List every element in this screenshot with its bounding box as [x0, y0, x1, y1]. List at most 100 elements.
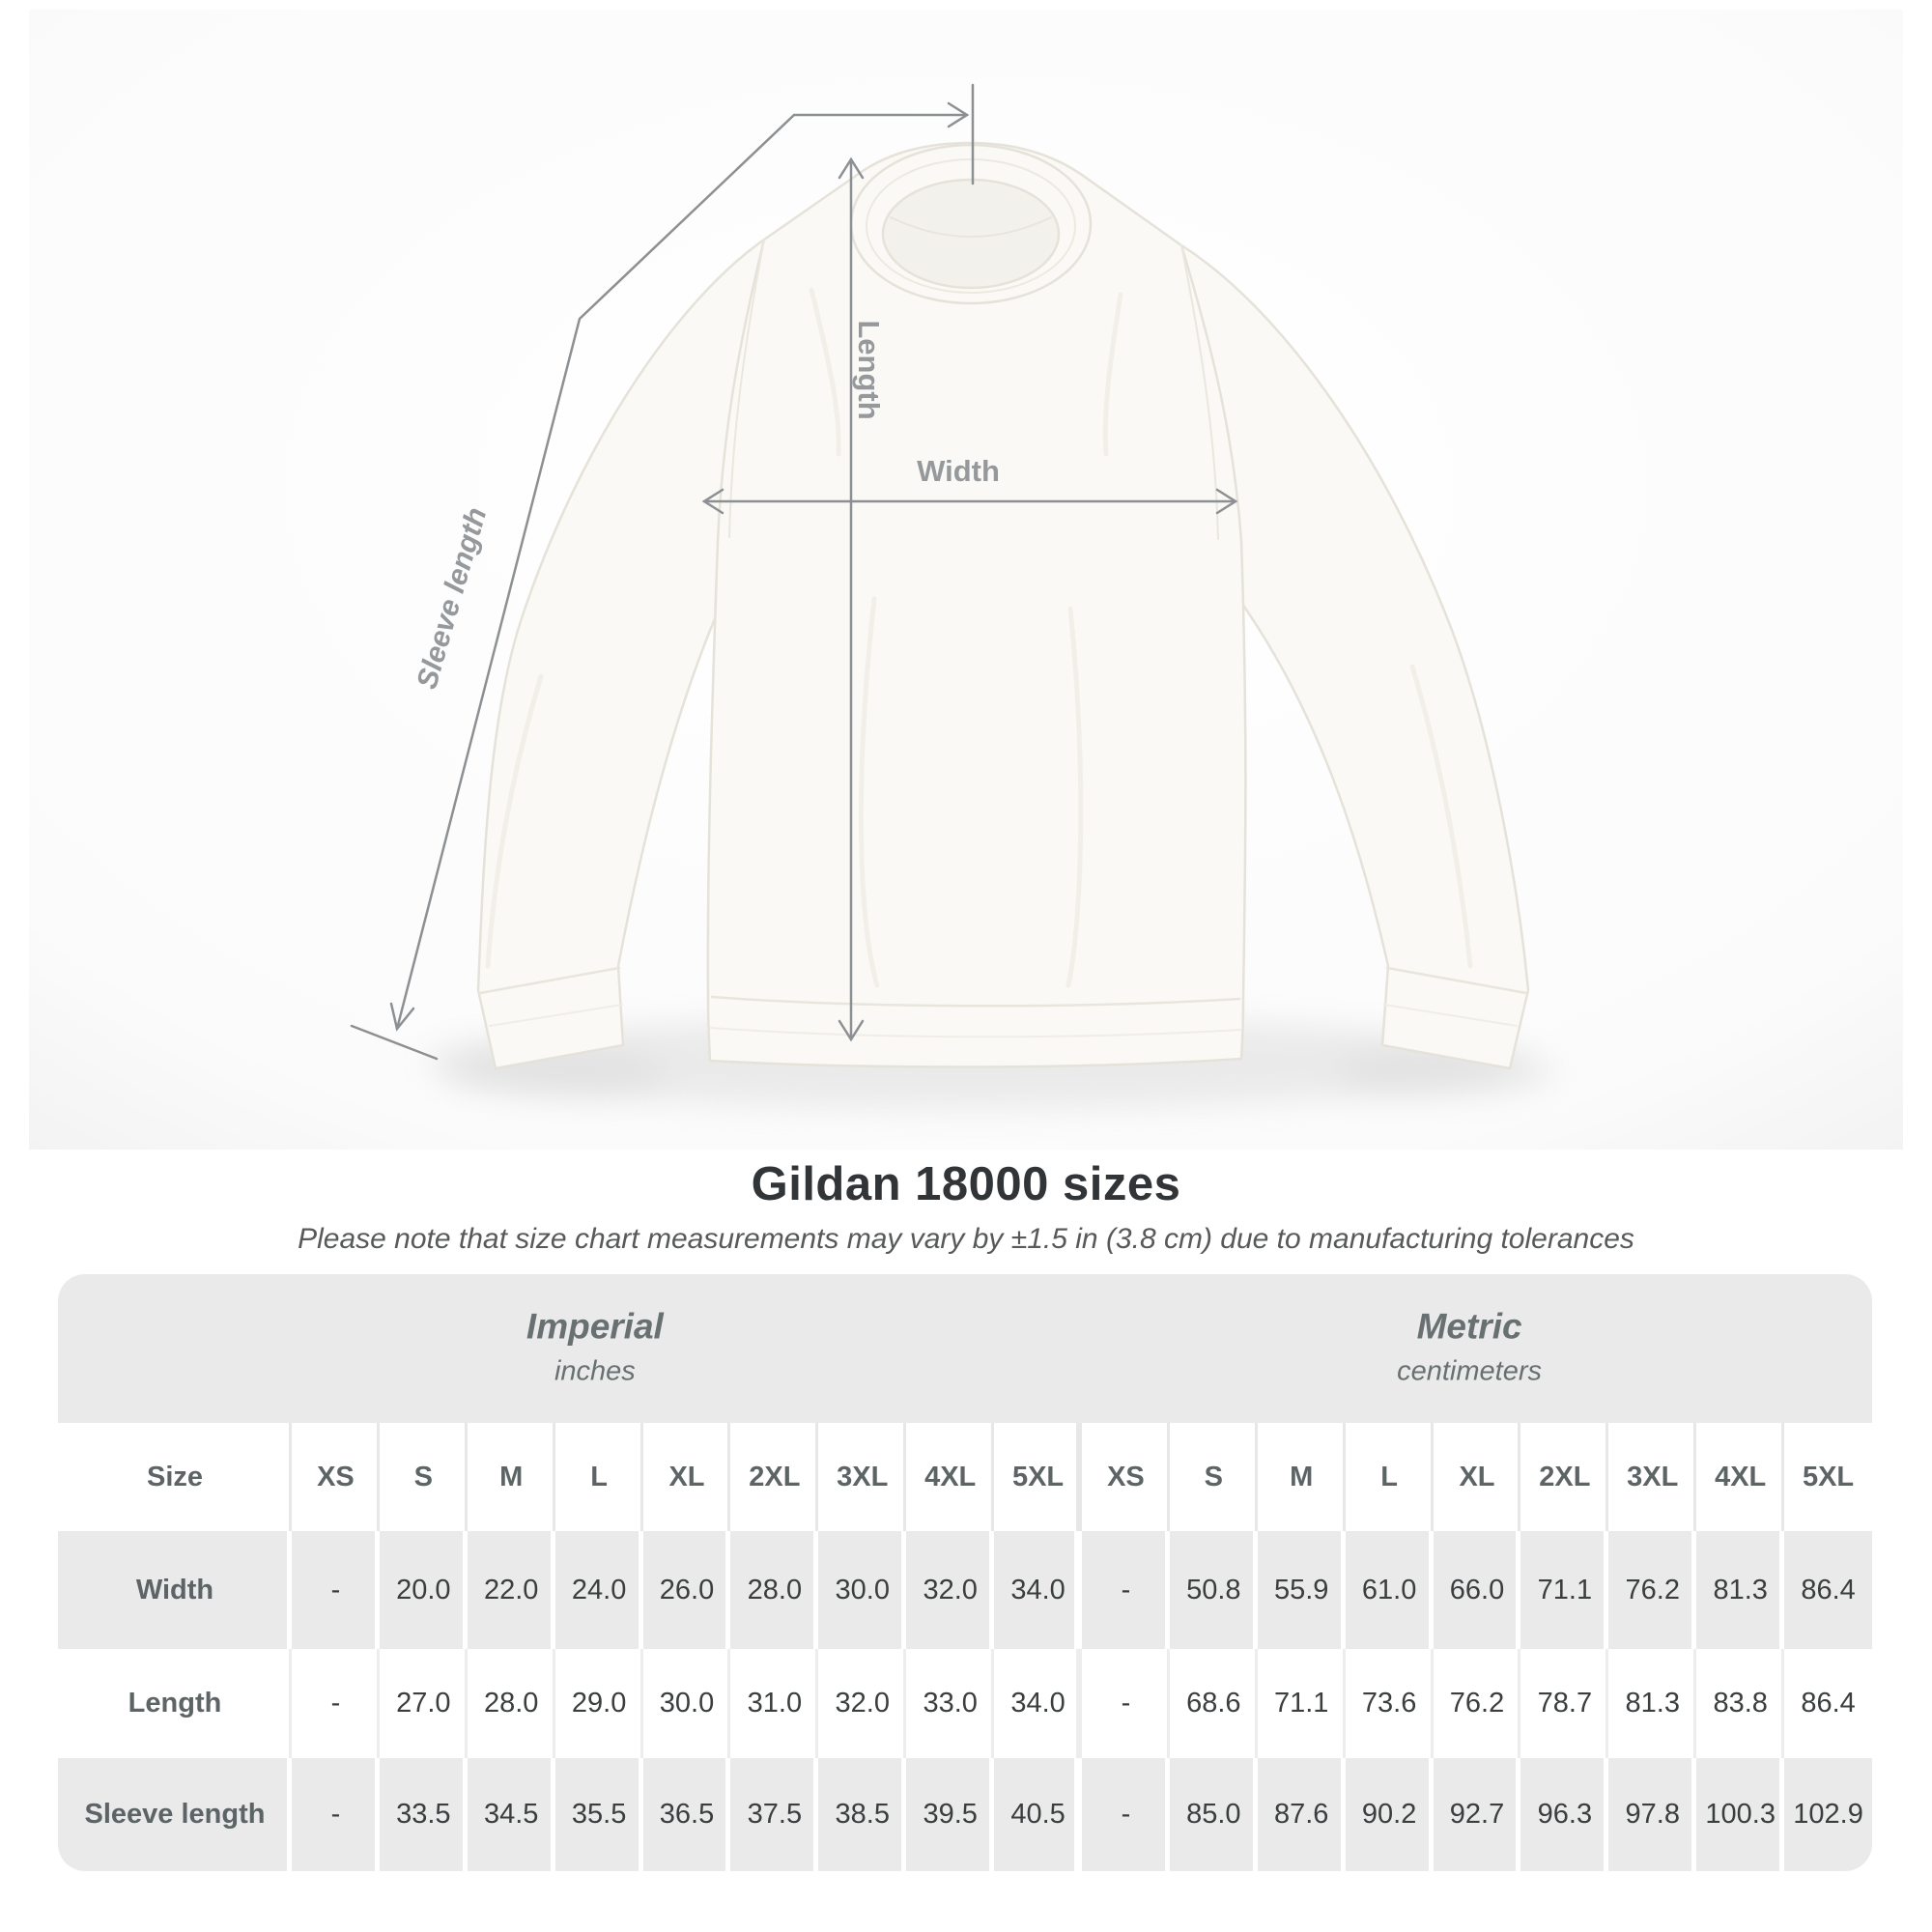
column-header: 2XL	[730, 1423, 819, 1531]
hem-seam	[710, 995, 1241, 1008]
length-arrow-down	[838, 1019, 865, 1042]
table-cell: -	[1081, 1649, 1170, 1758]
width-arrow-left	[701, 488, 724, 515]
table-cell: 28.0	[730, 1531, 819, 1649]
table-cell: 61.0	[1345, 1531, 1434, 1649]
column-header: M	[1257, 1423, 1346, 1531]
measurement-lines	[350, 83, 1238, 1061]
table-cell: 76.2	[1608, 1531, 1697, 1649]
column-header: S	[1169, 1423, 1258, 1531]
table-cell: 20.0	[379, 1531, 468, 1649]
right-sleeve	[1179, 243, 1530, 1070]
page-title: Gildan 18000 sizes	[751, 1158, 1181, 1210]
left-cuff-rib	[489, 1004, 623, 1027]
column-header: 4XL	[1696, 1423, 1785, 1531]
imperial-section-header: Imperial inches	[526, 1306, 664, 1387]
collar-stitch	[866, 158, 1076, 294]
table-cell: 81.3	[1696, 1531, 1785, 1649]
table-cell: 33.5	[379, 1758, 468, 1871]
size-column-header: Size	[58, 1423, 292, 1531]
table-cell: 39.5	[906, 1758, 995, 1871]
table-cell: 78.7	[1520, 1649, 1609, 1758]
table-cell: 27.0	[379, 1649, 468, 1758]
sleeve-arrow-cuff	[389, 1002, 415, 1032]
table-cell: 92.7	[1433, 1758, 1521, 1871]
table-cell: 30.0	[642, 1649, 731, 1758]
table-cell: 96.3	[1520, 1758, 1609, 1871]
sleeve-arrow-neck	[947, 101, 970, 128]
table-cell: -	[1081, 1758, 1170, 1871]
table-cell: 32.0	[818, 1649, 907, 1758]
table-cell: 36.5	[642, 1758, 731, 1871]
cuff-tick	[350, 1024, 439, 1061]
fabric-wrinkles	[485, 287, 1473, 988]
imperial-title: Imperial	[526, 1306, 664, 1347]
row-label: Length	[58, 1649, 292, 1758]
length-arrow-up	[838, 156, 865, 180]
imperial-unit: inches	[554, 1355, 636, 1387]
table-cell: 28.0	[467, 1649, 555, 1758]
table-cell: 86.4	[1784, 1531, 1872, 1649]
column-header: L	[1345, 1423, 1434, 1531]
column-header: 2XL	[1520, 1423, 1609, 1531]
metric-section-header: Metric centimeters	[1397, 1306, 1542, 1387]
table-cell: -	[1081, 1531, 1170, 1649]
table-cell: 66.0	[1433, 1531, 1521, 1649]
table-cell: 76.2	[1433, 1649, 1521, 1758]
column-header: XS	[1081, 1423, 1170, 1531]
row-label: Width	[58, 1531, 292, 1649]
column-header: S	[379, 1423, 468, 1531]
table-cell: -	[292, 1649, 380, 1758]
width-line	[701, 488, 1238, 515]
width-label: Width	[917, 454, 1000, 488]
table-cell: 86.4	[1784, 1649, 1872, 1758]
table-cell: 97.8	[1608, 1758, 1697, 1871]
tolerance-note: Please note that size chart measurements…	[298, 1223, 1634, 1255]
table-cell: 100.3	[1696, 1758, 1785, 1871]
table-cell: 37.5	[730, 1758, 819, 1871]
right-cuff-seam	[1385, 966, 1528, 995]
table-cell: 24.0	[554, 1531, 643, 1649]
table-cell: 26.0	[642, 1531, 731, 1649]
table-cell: 29.0	[554, 1649, 643, 1758]
right-armhole-seam	[1180, 244, 1219, 540]
collar-inner	[881, 178, 1061, 290]
table-cell: 40.5	[994, 1758, 1082, 1871]
size-table: Imperial inches Metric centimeters Size …	[58, 1274, 1872, 1871]
row-label: Sleeve length	[58, 1758, 292, 1871]
table-cell: 22.0	[467, 1531, 555, 1649]
length-label: Length	[852, 320, 886, 419]
table-cell: 34.0	[994, 1649, 1082, 1758]
table-cell: 87.6	[1257, 1758, 1346, 1871]
column-header: 5XL	[1784, 1423, 1872, 1531]
table-header-band: Imperial inches Metric centimeters	[58, 1274, 1872, 1423]
table-cell: 31.0	[730, 1649, 819, 1758]
table-cell: 102.9	[1784, 1758, 1872, 1871]
table-cell: 35.5	[554, 1758, 643, 1871]
column-header: XS	[292, 1423, 380, 1531]
table-cell: 90.2	[1345, 1758, 1434, 1871]
table-cell: 30.0	[818, 1531, 907, 1649]
right-cuff-rib	[1383, 1004, 1518, 1027]
length-line	[838, 156, 865, 1042]
metric-unit: centimeters	[1397, 1355, 1543, 1387]
sweatshirt-illustration	[476, 141, 1530, 1070]
column-header: XL	[642, 1423, 731, 1531]
width-arrow-right	[1215, 488, 1238, 515]
table-cell: 38.5	[818, 1758, 907, 1871]
table-cell: 34.5	[467, 1758, 555, 1871]
garment-diagram: Width Length Sleeve length	[29, 10, 1903, 1150]
table-cell: 81.3	[1608, 1649, 1697, 1758]
sleeve-length-line	[350, 83, 975, 1061]
left-cuff-seam	[478, 966, 621, 995]
table-cell: 33.0	[906, 1649, 995, 1758]
table-cell: 85.0	[1169, 1758, 1258, 1871]
table-cell: 32.0	[906, 1531, 995, 1649]
table-cell: 55.9	[1257, 1531, 1346, 1649]
column-header: 4XL	[906, 1423, 995, 1531]
column-header: 3XL	[1608, 1423, 1697, 1531]
table-cell: 50.8	[1169, 1531, 1258, 1649]
column-header: 3XL	[818, 1423, 907, 1531]
column-header: L	[554, 1423, 643, 1531]
